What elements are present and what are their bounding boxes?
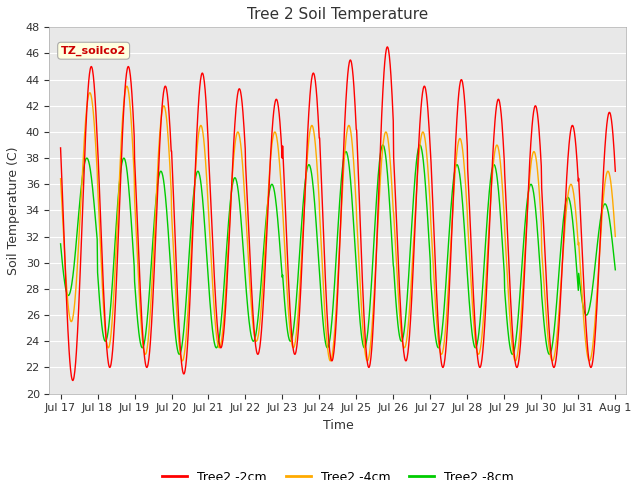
- Tree2 -2cm: [69, 378, 77, 384]
- Tree2 -4cm: [167, 181, 175, 187]
- Tree2 -4cm: [180, 351, 188, 357]
- Tree2 -4cm: [243, 221, 250, 227]
- Tree2 -4cm: [57, 176, 65, 181]
- Line: Tree2 -8cm: Tree2 -8cm: [61, 145, 615, 354]
- Tree2 -8cm: [545, 351, 553, 357]
- Tree2 -4cm: [123, 83, 131, 89]
- Tree2 -8cm: [57, 241, 65, 247]
- Tree2 -2cm: [243, 178, 250, 183]
- Tree2 -8cm: [547, 351, 554, 357]
- Line: Tree2 -2cm: Tree2 -2cm: [61, 47, 615, 381]
- Text: TZ_soilco2: TZ_soilco2: [61, 46, 126, 56]
- Tree2 -2cm: [425, 120, 433, 125]
- Tree2 -2cm: [383, 44, 391, 50]
- Tree2 -4cm: [546, 349, 554, 355]
- Tree2 -2cm: [611, 168, 619, 174]
- Tree2 -4cm: [611, 234, 619, 240]
- Tree2 -2cm: [167, 141, 175, 146]
- Tree2 -8cm: [180, 325, 188, 331]
- Tree2 -8cm: [166, 262, 174, 267]
- Tree2 -2cm: [180, 371, 188, 376]
- Tree2 -4cm: [424, 172, 432, 178]
- Line: Tree2 -4cm: Tree2 -4cm: [61, 86, 615, 361]
- Title: Tree 2 Soil Temperature: Tree 2 Soil Temperature: [247, 7, 429, 22]
- Tree2 -2cm: [497, 111, 505, 117]
- Tree2 -2cm: [547, 341, 554, 347]
- Tree2 -8cm: [611, 267, 619, 273]
- Tree2 -4cm: [548, 358, 556, 364]
- Y-axis label: Soil Temperature (C): Soil Temperature (C): [7, 146, 20, 275]
- Tree2 -8cm: [416, 142, 424, 148]
- Tree2 -8cm: [497, 217, 505, 223]
- Tree2 -4cm: [497, 165, 505, 170]
- Tree2 -8cm: [424, 227, 432, 232]
- Tree2 -2cm: [57, 145, 65, 151]
- Tree2 -8cm: [242, 284, 250, 290]
- X-axis label: Time: Time: [323, 419, 353, 432]
- Legend: Tree2 -2cm, Tree2 -4cm, Tree2 -8cm: Tree2 -2cm, Tree2 -4cm, Tree2 -8cm: [157, 466, 518, 480]
